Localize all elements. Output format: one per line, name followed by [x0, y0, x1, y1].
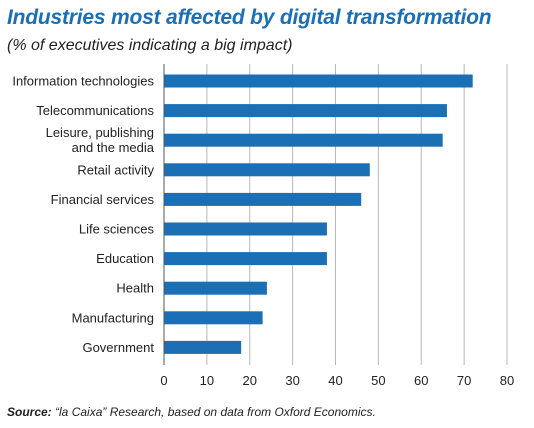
category-label: Education — [96, 251, 154, 266]
source-text: “la Caixa” Research, based on data from … — [51, 405, 376, 419]
category-label: Retail activity — [77, 162, 154, 177]
x-tick-label: 50 — [371, 373, 385, 388]
bars — [164, 74, 473, 354]
bar — [164, 311, 263, 325]
bar — [164, 133, 443, 147]
category-label: Leisure, publishing and the media — [46, 125, 155, 155]
category-label: Manufacturing — [72, 310, 154, 325]
bar — [164, 252, 327, 266]
bar — [164, 222, 327, 236]
chart-subtitle: (% of executives indicating a big impact… — [7, 37, 293, 54]
bar — [164, 163, 370, 177]
x-tick-label: 40 — [328, 373, 342, 388]
category-label: Financial services — [51, 192, 155, 207]
category-label: Health — [116, 281, 154, 296]
category-label: Information technologies — [12, 74, 154, 89]
bar — [164, 104, 447, 118]
x-tick-labels: 0 10 20 30 40 50 60 70 80 — [160, 373, 514, 388]
x-tick-label: 30 — [285, 373, 299, 388]
x-tick-label: 10 — [200, 373, 214, 388]
source-label: Source: — [7, 405, 52, 419]
bar — [164, 192, 362, 206]
x-tick-label: 80 — [500, 373, 514, 388]
x-tick-label: 0 — [160, 373, 167, 388]
category-label: Telecommunications — [36, 103, 154, 118]
category-label: Government — [82, 340, 154, 355]
category-labels: Information technologies Telecommunicatio… — [12, 74, 154, 355]
category-label: Life sciences — [79, 222, 155, 237]
bar — [164, 340, 242, 354]
bar — [164, 281, 267, 295]
bar — [164, 74, 473, 88]
chart-title: Industries most affected by digital tran… — [7, 6, 492, 29]
x-tick-label: 60 — [414, 373, 428, 388]
x-tick-label: 70 — [457, 373, 471, 388]
x-tick-label: 20 — [243, 373, 257, 388]
chart-source: Source: “la Caixa” Research, based on da… — [7, 405, 376, 419]
